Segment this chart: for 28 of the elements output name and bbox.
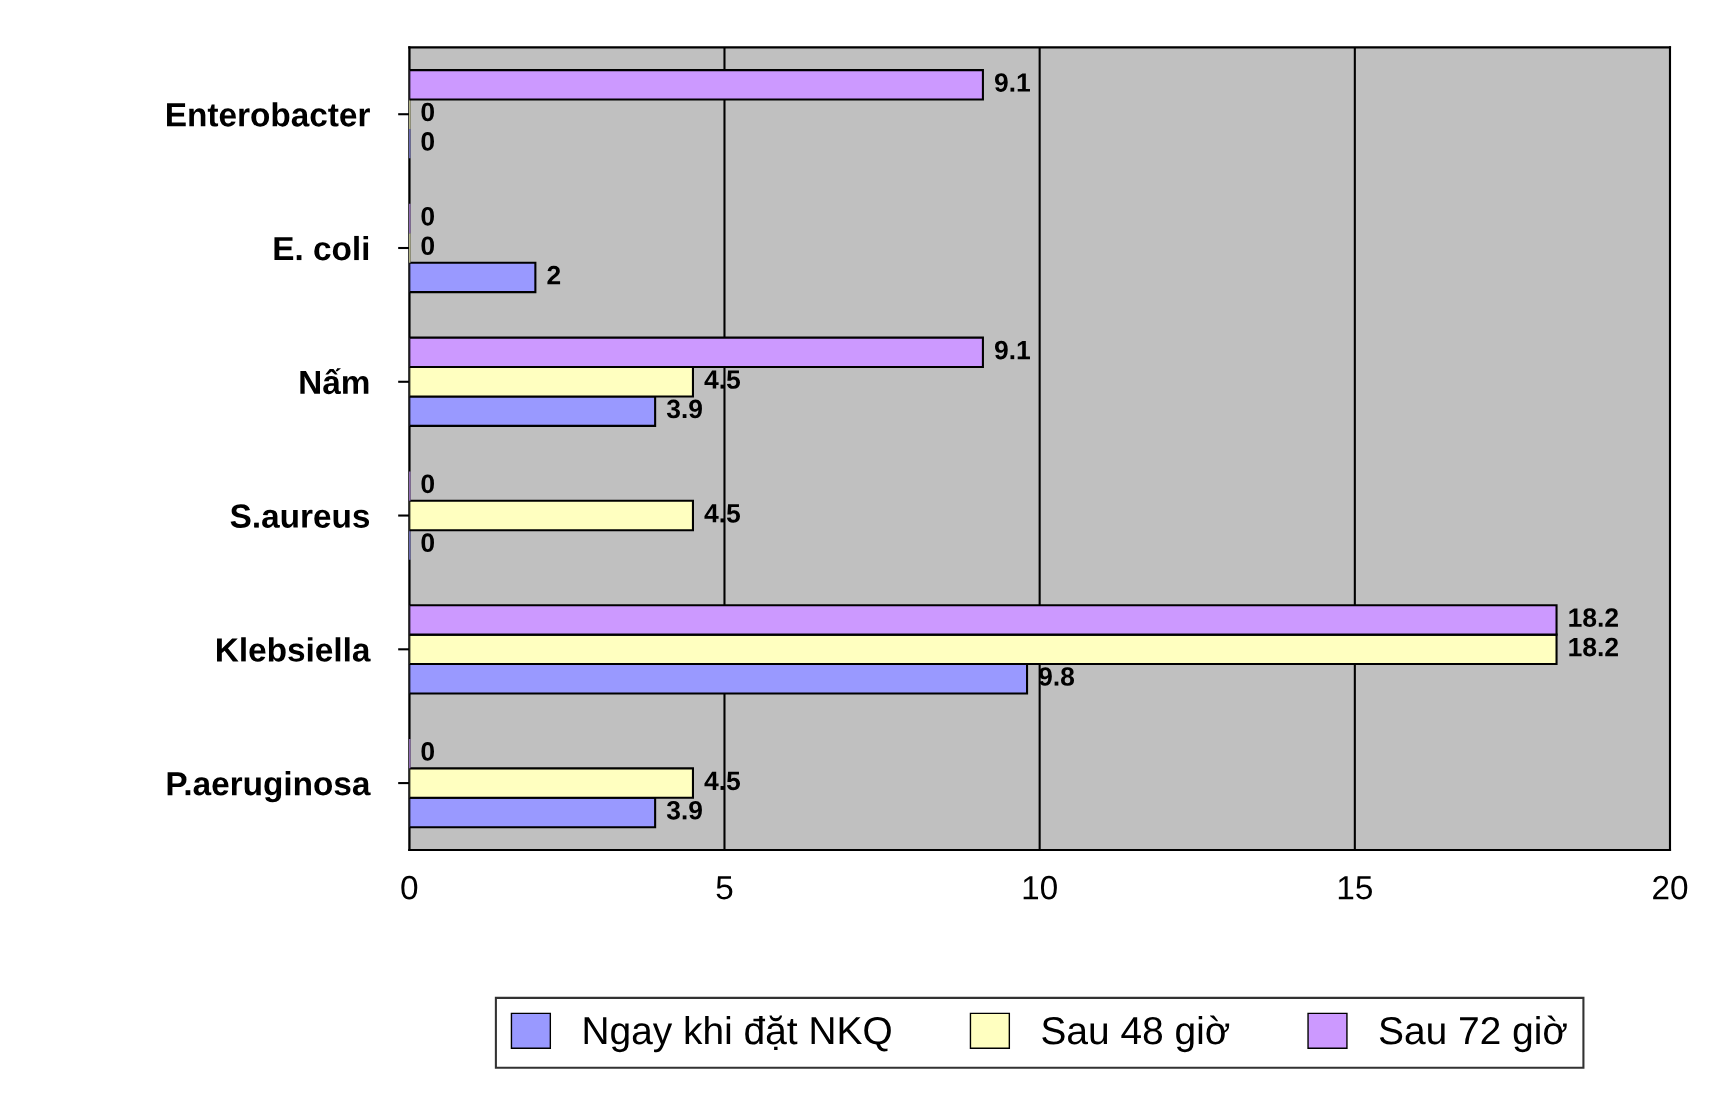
- y-tick-label: Nấm: [300, 368, 369, 395]
- data-label: 9.1: [994, 73, 1030, 92]
- y-tick-label: P.aeruginosa: [167, 771, 371, 803]
- data-label: 3.9: [666, 800, 702, 820]
- data-label: 0: [421, 474, 434, 494]
- x-tick-label: 10: [1023, 875, 1057, 900]
- x-tick-label: 0: [401, 875, 418, 900]
- data-label: 2: [547, 265, 561, 285]
- legend-label: Sau 48 giờ: [1042, 1015, 1230, 1053]
- data-label: 0: [421, 742, 434, 761]
- data-label: 0: [421, 533, 434, 553]
- data-label: 0: [421, 102, 434, 122]
- legend-label: Ngay khi đặt NKQ: [584, 1015, 891, 1053]
- data-label: 3.9: [666, 399, 702, 419]
- data-label: 0: [421, 132, 434, 151]
- legend-label: Sau 72 giờ: [1379, 1015, 1567, 1053]
- data-label: 18.2: [1569, 608, 1618, 627]
- x-tick-label: 15: [1338, 876, 1372, 900]
- y-tick-label: E. coli: [274, 235, 369, 261]
- data-label: 0: [421, 206, 434, 226]
- x-tick-label: 5: [716, 876, 733, 900]
- data-label: 0: [421, 236, 434, 256]
- y-tick-label: S.aureus: [230, 504, 370, 528]
- data-label: 9.1: [994, 340, 1030, 360]
- y-tick-label: Klebsiella: [217, 637, 371, 662]
- x-tick-label: 20: [1653, 875, 1688, 900]
- y-tick-label: Enterobacter: [167, 102, 370, 127]
- data-label: 18.2: [1569, 637, 1618, 657]
